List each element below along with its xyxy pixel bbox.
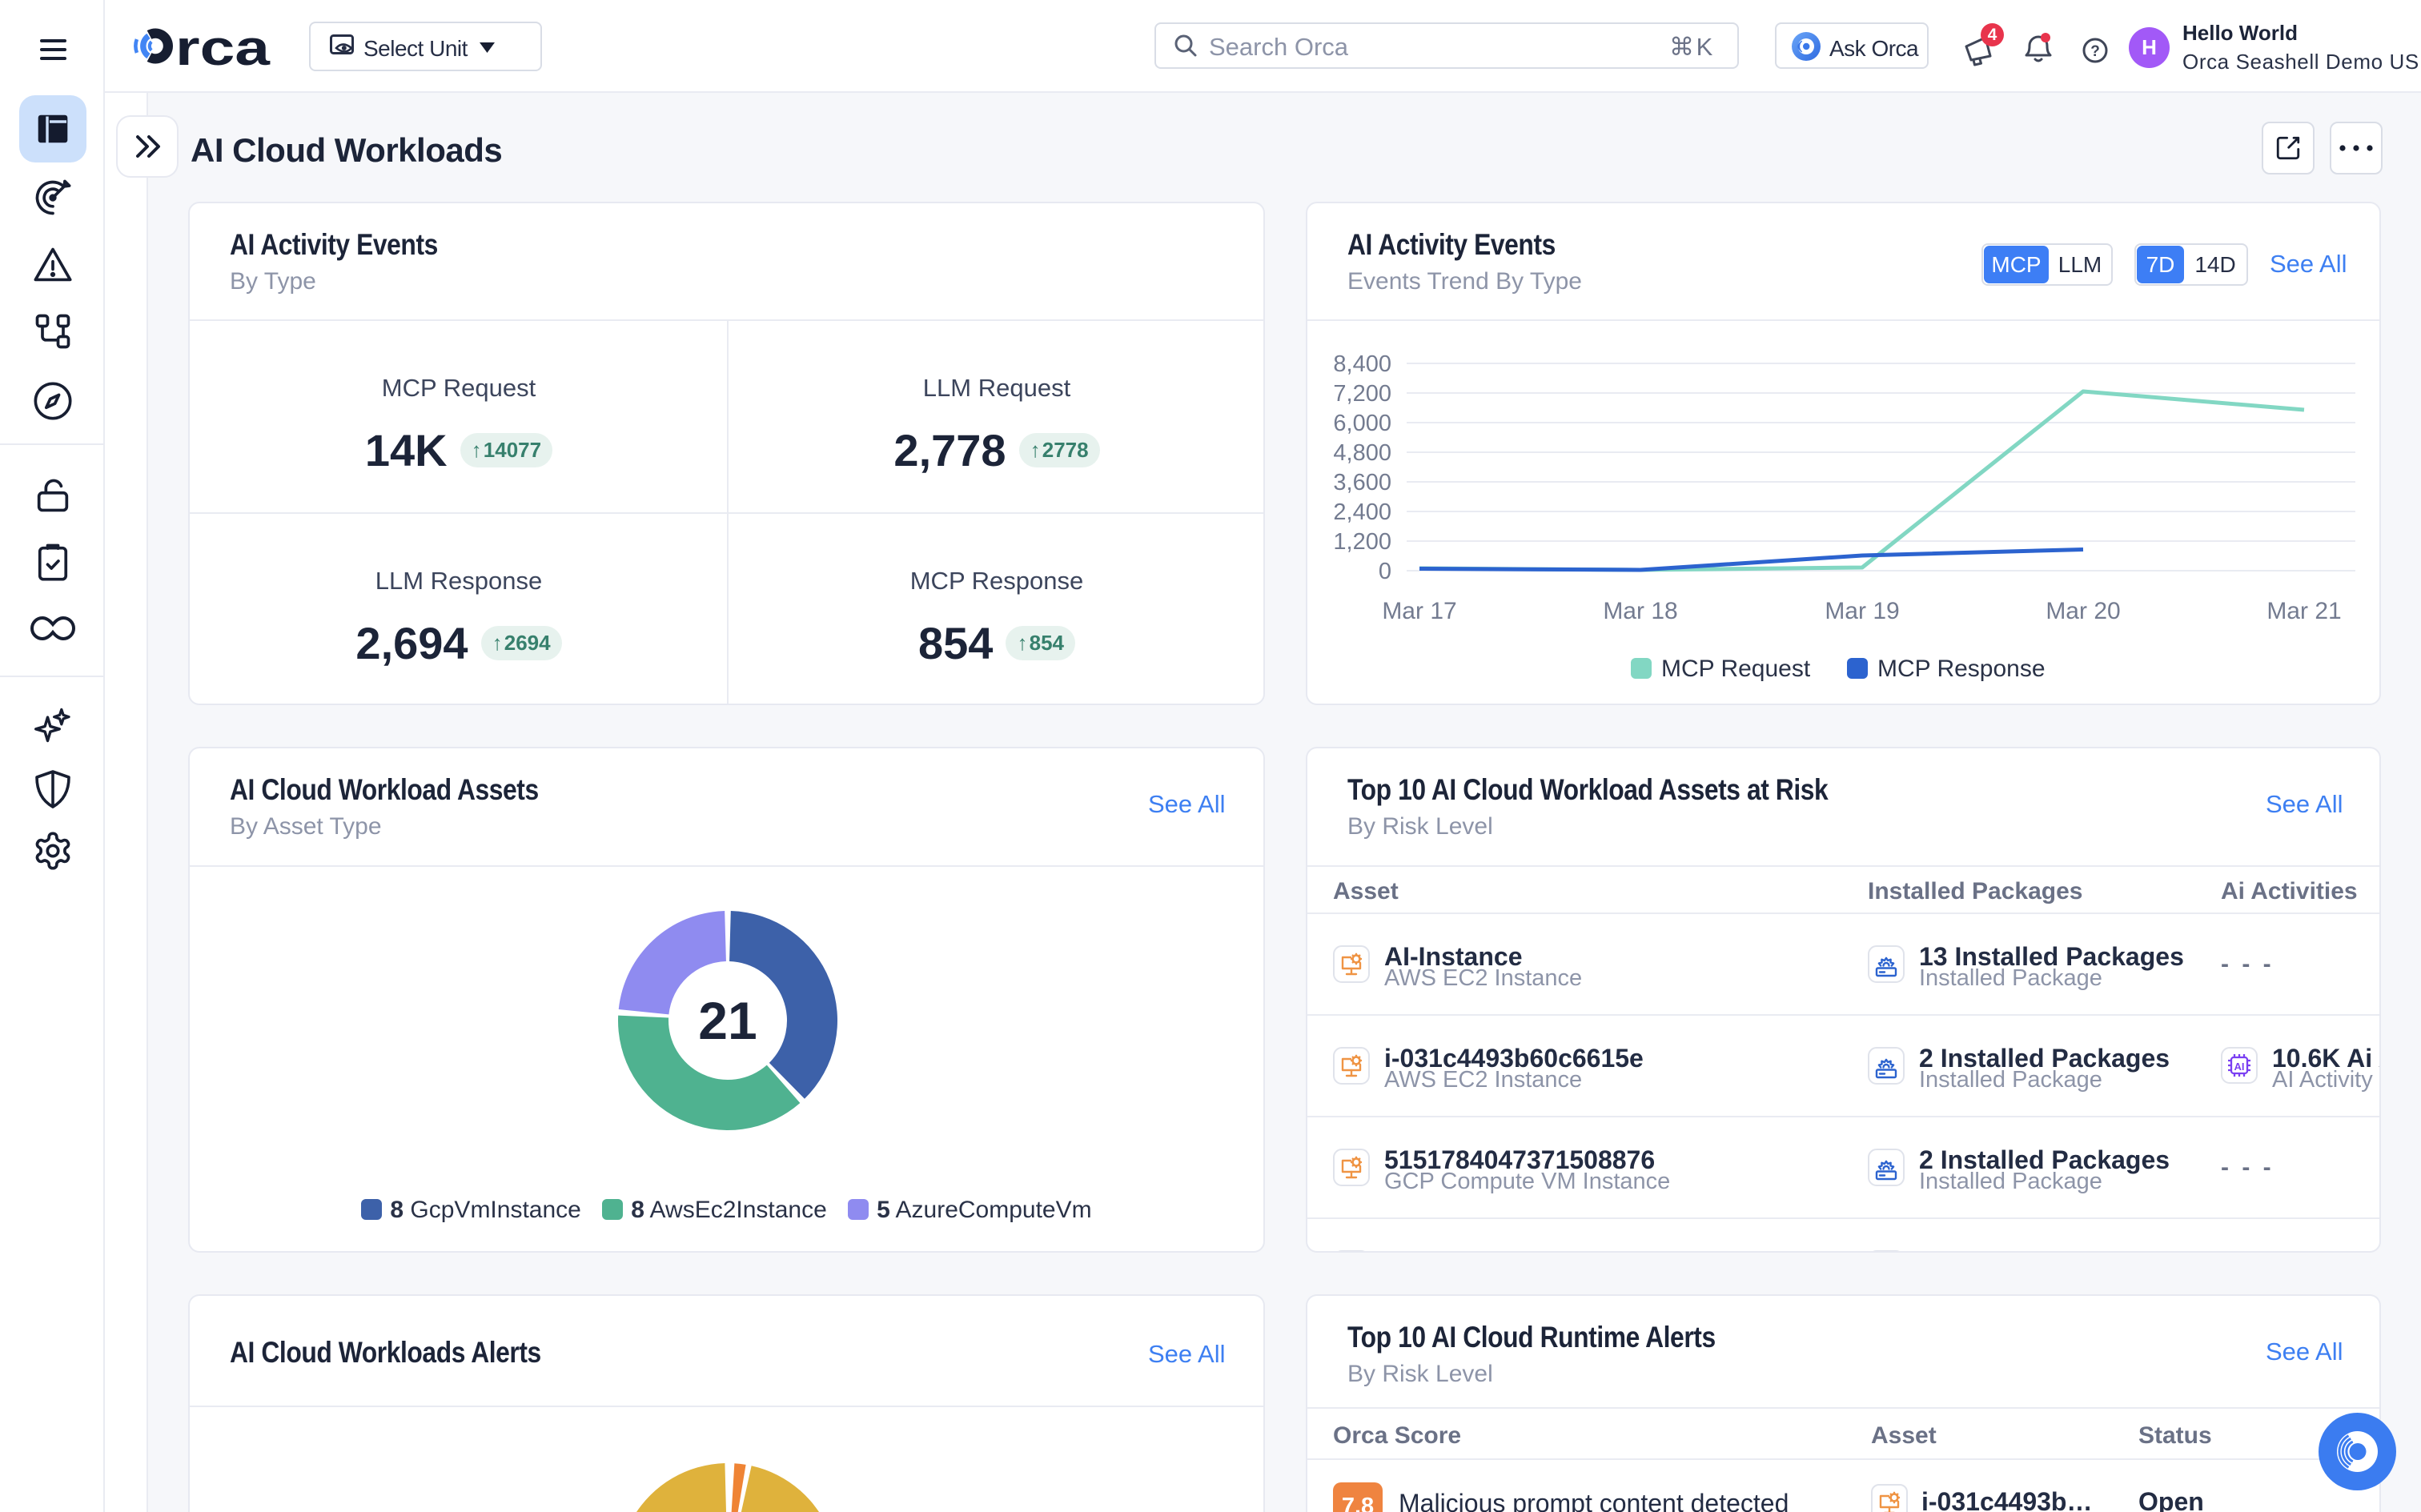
svg-text:2,400: 2,400 xyxy=(1333,499,1391,525)
svg-text:Mar 21: Mar 21 xyxy=(2266,598,2341,624)
svg-text:MCP Request: MCP Request xyxy=(1661,656,1811,682)
svg-text:Mar 19: Mar 19 xyxy=(1825,598,1899,624)
svg-text:Mar 20: Mar 20 xyxy=(2046,598,2120,624)
svg-text:7,200: 7,200 xyxy=(1333,381,1391,407)
svg-text:?: ? xyxy=(2090,43,2100,60)
svg-text:Mar 18: Mar 18 xyxy=(1603,598,1677,624)
svg-text:3,600: 3,600 xyxy=(1333,470,1391,495)
svg-text:Mar 17: Mar 17 xyxy=(1382,598,1456,624)
svg-text:rca: rca xyxy=(175,21,271,76)
svg-text:1,200: 1,200 xyxy=(1333,529,1391,555)
svg-text:8,400: 8,400 xyxy=(1333,351,1391,377)
svg-text:4,800: 4,800 xyxy=(1333,440,1391,466)
svg-text:0: 0 xyxy=(1379,559,1391,584)
svg-text:AI: AI xyxy=(2234,1061,2245,1073)
svg-text:6,000: 6,000 xyxy=(1333,411,1391,436)
svg-text:MCP Response: MCP Response xyxy=(1877,656,2046,682)
